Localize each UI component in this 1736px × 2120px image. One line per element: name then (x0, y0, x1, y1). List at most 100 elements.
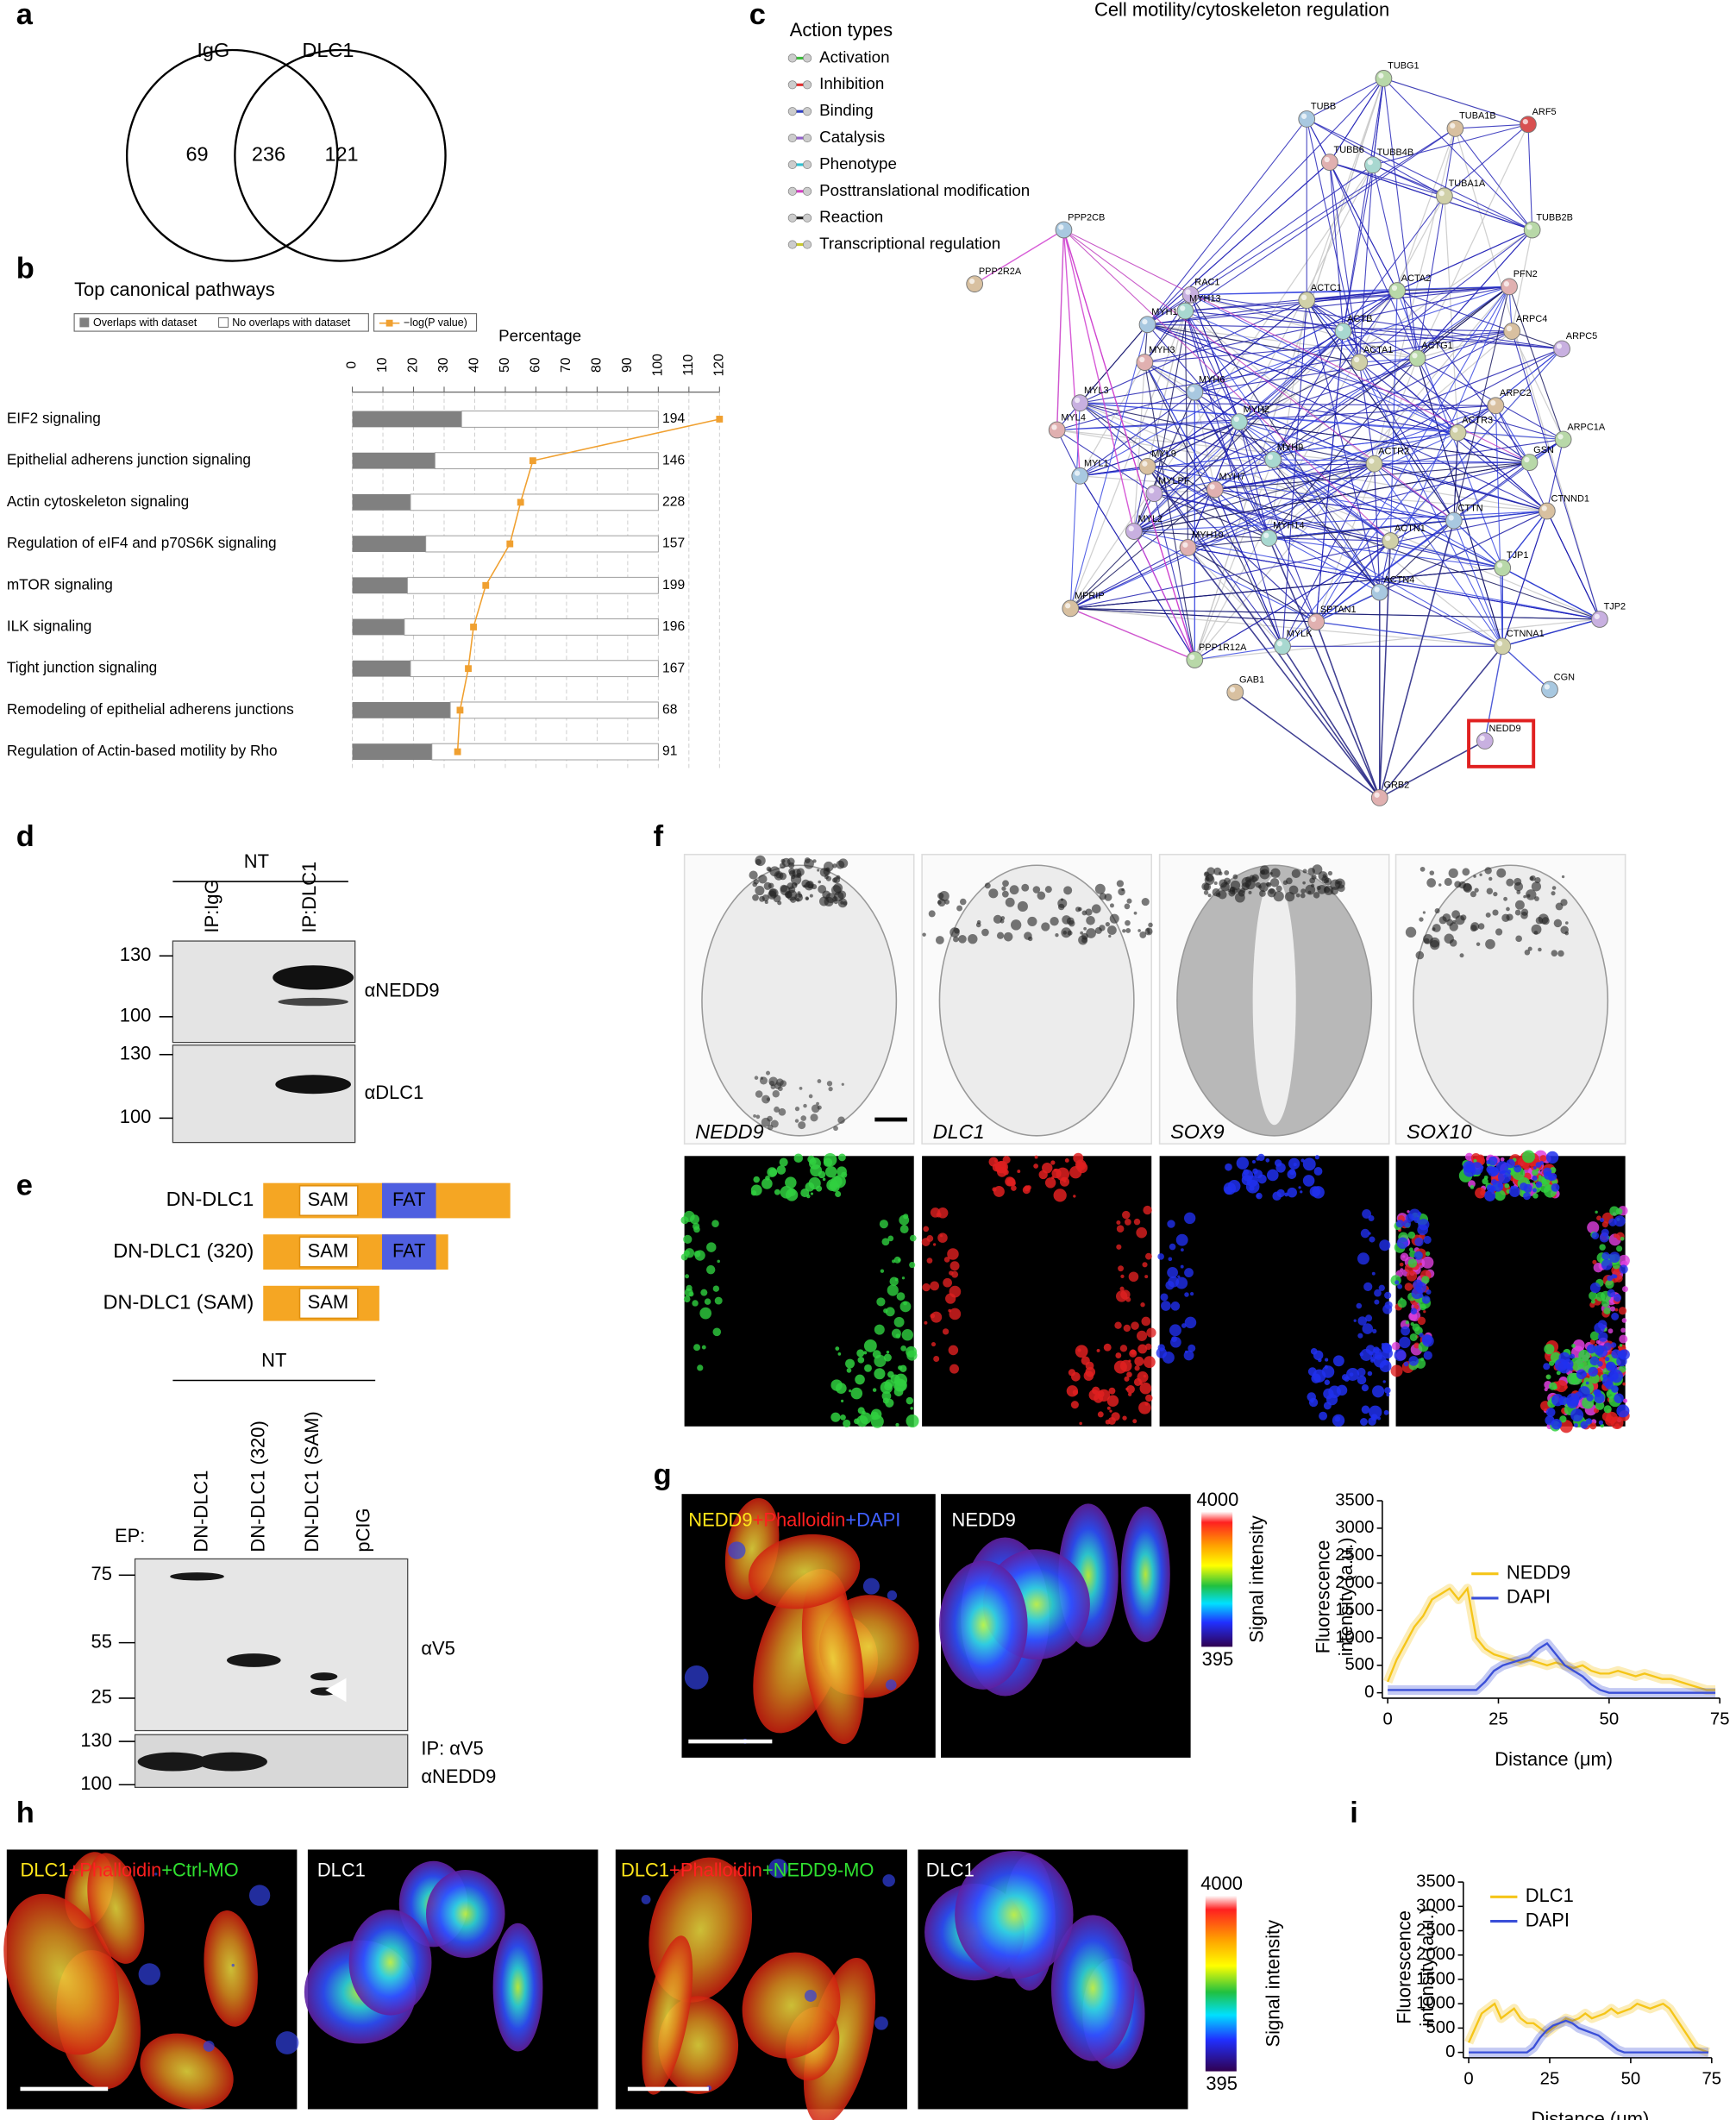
cell-signal (1276, 1189, 1285, 1198)
cell-signal (818, 884, 827, 894)
legend-label: DLC1 (1526, 1885, 1574, 1906)
cell-signal (836, 875, 841, 880)
cell-signal (680, 1216, 689, 1225)
cell-signal (1069, 920, 1075, 927)
cell-signal (1482, 1178, 1488, 1185)
cell-signal (753, 1114, 756, 1118)
edge (1133, 392, 1195, 532)
cell-signal (755, 855, 766, 867)
cell-signal (1336, 1384, 1348, 1396)
node-highlight (1128, 525, 1134, 532)
edge (1069, 403, 1081, 609)
cell-signal (841, 1171, 848, 1178)
cell-signal (1367, 1370, 1373, 1377)
cell (348, 1910, 432, 2016)
cell-signal (879, 1220, 888, 1229)
total-label: 146 (662, 453, 685, 467)
cell-signal (1408, 1312, 1418, 1321)
cell-signal (1539, 1155, 1547, 1162)
cell-signal (1406, 1270, 1418, 1282)
cell-signal (1157, 1253, 1164, 1260)
cell-signal (1420, 1358, 1425, 1362)
cell (140, 2033, 234, 2110)
cell-signal (1420, 866, 1426, 872)
cell-signal (837, 898, 848, 908)
marker-label: 130 (120, 944, 152, 965)
edge (1194, 438, 1564, 661)
edge (1511, 330, 1564, 440)
cell-signal (1313, 1350, 1324, 1361)
cell-signal (1099, 893, 1106, 900)
cell-signal (768, 890, 777, 900)
legend-label: Inhibition (819, 74, 884, 92)
edge (1190, 294, 1563, 349)
edge (1453, 432, 1459, 521)
cell-signal (1109, 903, 1114, 908)
cell-signal (1213, 867, 1222, 875)
node (1186, 651, 1204, 668)
edge (1306, 78, 1384, 120)
cell-signal (1220, 881, 1230, 892)
cell-signal (988, 888, 999, 899)
edge (1153, 290, 1398, 494)
edge (1501, 645, 1551, 690)
edge (1329, 161, 1445, 197)
edge (1188, 461, 1530, 549)
image-label: NEDD9+Phalloidin+DAPI (688, 1508, 900, 1530)
cell-signal (1551, 891, 1556, 896)
cell-signal (1282, 880, 1288, 885)
cell-signal (755, 1090, 763, 1098)
cell-signal (1373, 1346, 1380, 1354)
legend-node (802, 53, 812, 63)
legend-node (787, 107, 797, 116)
cell-signal (846, 1368, 852, 1373)
cell-signal (1405, 1214, 1414, 1222)
edge (1070, 607, 1503, 647)
cell-signal (1496, 868, 1507, 878)
edge (1154, 432, 1458, 494)
y-tick-label: 1500 (1416, 1969, 1455, 1988)
edge (1154, 492, 1269, 539)
cell-signal (1593, 1262, 1603, 1273)
cell-signal (705, 1264, 716, 1275)
cell-signal (1429, 937, 1440, 948)
cell-signal (1488, 876, 1493, 881)
node-label: MYH1 (1151, 307, 1177, 317)
cell-signal (1532, 1182, 1536, 1185)
cell-signal (893, 1256, 901, 1264)
node-highlight (1526, 224, 1532, 230)
cell-signal (841, 1082, 844, 1086)
cell (801, 1573, 864, 1745)
node (1145, 485, 1163, 503)
cell-signal (1284, 1192, 1289, 1197)
node (1494, 559, 1512, 577)
image-label: SOX9 (1170, 1120, 1225, 1143)
edge (1133, 511, 1547, 532)
cell-signal (1405, 926, 1417, 938)
cell-signal (154, 1872, 158, 1876)
node-highlight (1378, 72, 1384, 78)
cell-signal (1363, 1282, 1373, 1292)
node (1408, 349, 1426, 367)
edge (1070, 432, 1458, 609)
cell-signal (1109, 1409, 1112, 1413)
label-part: DLC1 (20, 1859, 68, 1880)
cell-signal (1357, 1316, 1367, 1326)
cell-signal (1597, 1332, 1608, 1342)
node (1334, 323, 1352, 340)
cell-signal (1362, 1208, 1372, 1219)
total-label: 228 (662, 494, 685, 509)
edge (1372, 123, 1529, 166)
cell-signal (728, 1541, 746, 1559)
cell-signal (1404, 1283, 1413, 1291)
cell (425, 1869, 505, 1959)
cell-signal (1419, 1333, 1424, 1338)
panel-label: b (16, 253, 34, 285)
cell-signal (984, 882, 991, 889)
cell-signal (1597, 1320, 1608, 1330)
edge (1069, 330, 1344, 609)
edge (1417, 123, 1529, 359)
cell-signal (1501, 913, 1510, 923)
cell-signal (1246, 1175, 1258, 1188)
edge (1080, 402, 1601, 620)
